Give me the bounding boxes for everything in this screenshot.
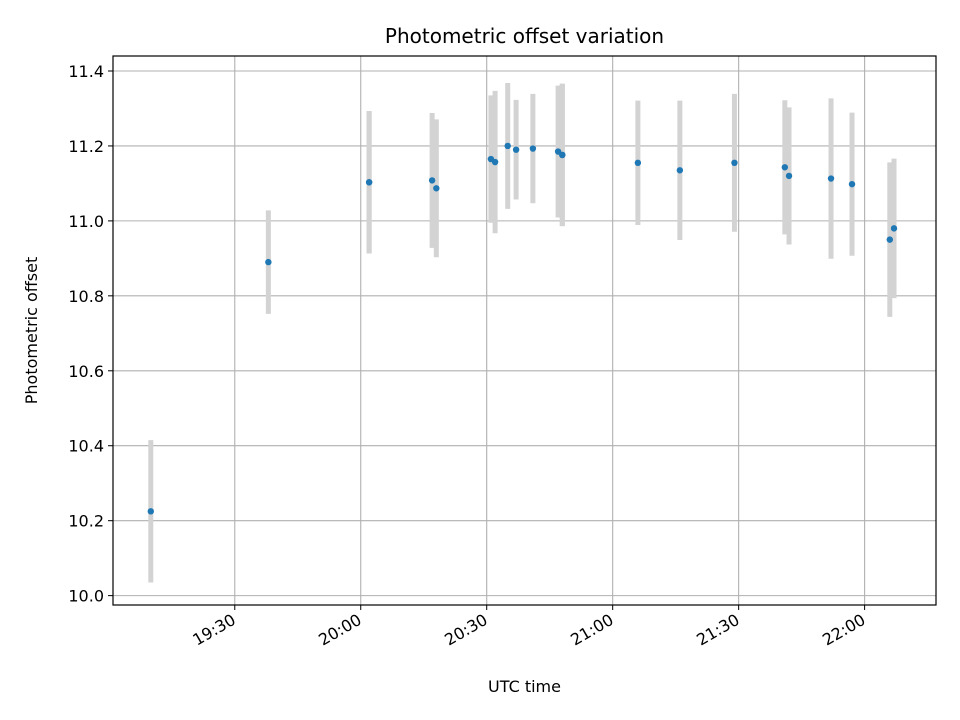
- x-axis-ticks: 19:30 20:00 20:30 21:00 21:30 22:00: [189, 605, 869, 650]
- y-tick-label: 11.0: [68, 212, 104, 231]
- data-point: [731, 159, 738, 167]
- y-tick-label: 10.8: [68, 287, 104, 306]
- data-point: [433, 185, 440, 192]
- data-point: [559, 151, 566, 159]
- data-point: [504, 142, 511, 150]
- data-point: [676, 167, 684, 174]
- grid-layer: [113, 56, 936, 605]
- data-point: [428, 177, 436, 184]
- y-tick-label: 11.2: [68, 137, 104, 156]
- x-tick-label: 19:30: [189, 610, 238, 650]
- y-tick-label: 10.4: [68, 437, 104, 456]
- data-point: [529, 145, 537, 152]
- data-point: [365, 179, 373, 186]
- data-point: [781, 164, 789, 171]
- data-point: [848, 180, 856, 188]
- chart-title: Photometric offset variation: [385, 24, 664, 48]
- data-point: [512, 146, 520, 153]
- data-point: [890, 225, 898, 232]
- x-tick-label: 21:30: [693, 610, 742, 650]
- data-point: [265, 258, 272, 266]
- data-point: [634, 159, 642, 167]
- data-point: [491, 158, 499, 166]
- y-tick-label: 11.4: [68, 62, 104, 81]
- y-tick-label: 10.0: [68, 587, 104, 606]
- y-axis-ticks: 10.0 10.2 10.4 10.6 10.8 11.0 11.2 11.4: [68, 62, 113, 606]
- x-axis-label: UTC time: [488, 677, 561, 696]
- y-axis-label: Photometric offset: [22, 257, 41, 405]
- point-layer: [147, 142, 898, 515]
- data-point: [886, 236, 894, 243]
- x-tick-label: 20:00: [315, 610, 364, 650]
- data-point: [827, 175, 835, 182]
- x-tick-label: 22:00: [819, 610, 868, 650]
- y-tick-label: 10.6: [68, 362, 104, 381]
- data-point: [785, 172, 793, 180]
- data-point: [147, 508, 154, 515]
- y-tick-label: 10.2: [68, 512, 104, 531]
- plot-frame: [112, 55, 937, 606]
- x-tick-label: 20:30: [441, 610, 490, 650]
- errorbar-layer: [148, 82, 897, 583]
- x-tick-label: 21:00: [567, 610, 616, 650]
